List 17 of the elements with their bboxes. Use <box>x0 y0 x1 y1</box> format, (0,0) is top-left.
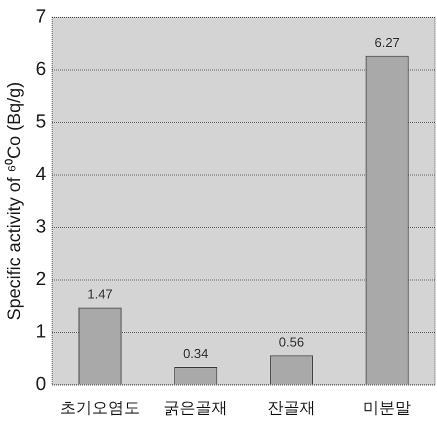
y-tick-label: 0 <box>36 374 46 396</box>
y-tick-label: 7 <box>36 6 46 28</box>
x-tick-label: 미분말 <box>363 400 412 417</box>
data-label: 1.47 <box>87 286 113 302</box>
x-tick-label: 굵은골재 <box>164 400 228 417</box>
y-tick-label: 4 <box>36 164 47 186</box>
data-label: 0.34 <box>183 346 208 362</box>
x-tick-label: 잔골재 <box>267 400 316 417</box>
y-axis-title: Specific activity of ⁶⁰Co (Bq/g) <box>4 82 24 320</box>
y-tick-label: 3 <box>36 216 46 238</box>
data-label: 0.56 <box>278 334 304 350</box>
y-tick-label: 2 <box>36 269 46 290</box>
x-tick-label: 초기오염도 <box>60 400 140 417</box>
y-tick-label: 6 <box>36 59 46 80</box>
y-tick-label: 1 <box>36 322 46 343</box>
data-label: 6.27 <box>374 34 400 50</box>
y-tick-label: 5 <box>36 112 46 133</box>
